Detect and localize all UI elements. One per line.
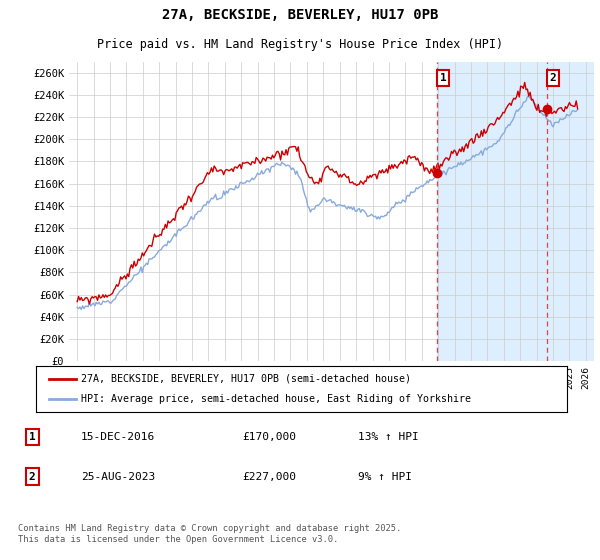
Text: £170,000: £170,000 bbox=[242, 432, 296, 442]
Bar bbox=[437, 62, 594, 361]
Text: 1: 1 bbox=[29, 432, 35, 442]
Text: Price paid vs. HM Land Registry's House Price Index (HPI): Price paid vs. HM Land Registry's House … bbox=[97, 38, 503, 50]
Text: HPI: Average price, semi-detached house, East Riding of Yorkshire: HPI: Average price, semi-detached house,… bbox=[81, 394, 471, 404]
Text: 25-AUG-2023: 25-AUG-2023 bbox=[81, 472, 155, 482]
Text: 13% ↑ HPI: 13% ↑ HPI bbox=[358, 432, 418, 442]
Text: 2: 2 bbox=[29, 472, 35, 482]
Text: 1: 1 bbox=[440, 73, 446, 83]
Text: Contains HM Land Registry data © Crown copyright and database right 2025.
This d: Contains HM Land Registry data © Crown c… bbox=[18, 524, 401, 544]
Text: 27A, BECKSIDE, BEVERLEY, HU17 0PB: 27A, BECKSIDE, BEVERLEY, HU17 0PB bbox=[162, 8, 438, 22]
Text: £227,000: £227,000 bbox=[242, 472, 296, 482]
Text: 2: 2 bbox=[550, 73, 556, 83]
Text: 9% ↑ HPI: 9% ↑ HPI bbox=[358, 472, 412, 482]
Text: 27A, BECKSIDE, BEVERLEY, HU17 0PB (semi-detached house): 27A, BECKSIDE, BEVERLEY, HU17 0PB (semi-… bbox=[81, 374, 411, 384]
Text: 15-DEC-2016: 15-DEC-2016 bbox=[81, 432, 155, 442]
